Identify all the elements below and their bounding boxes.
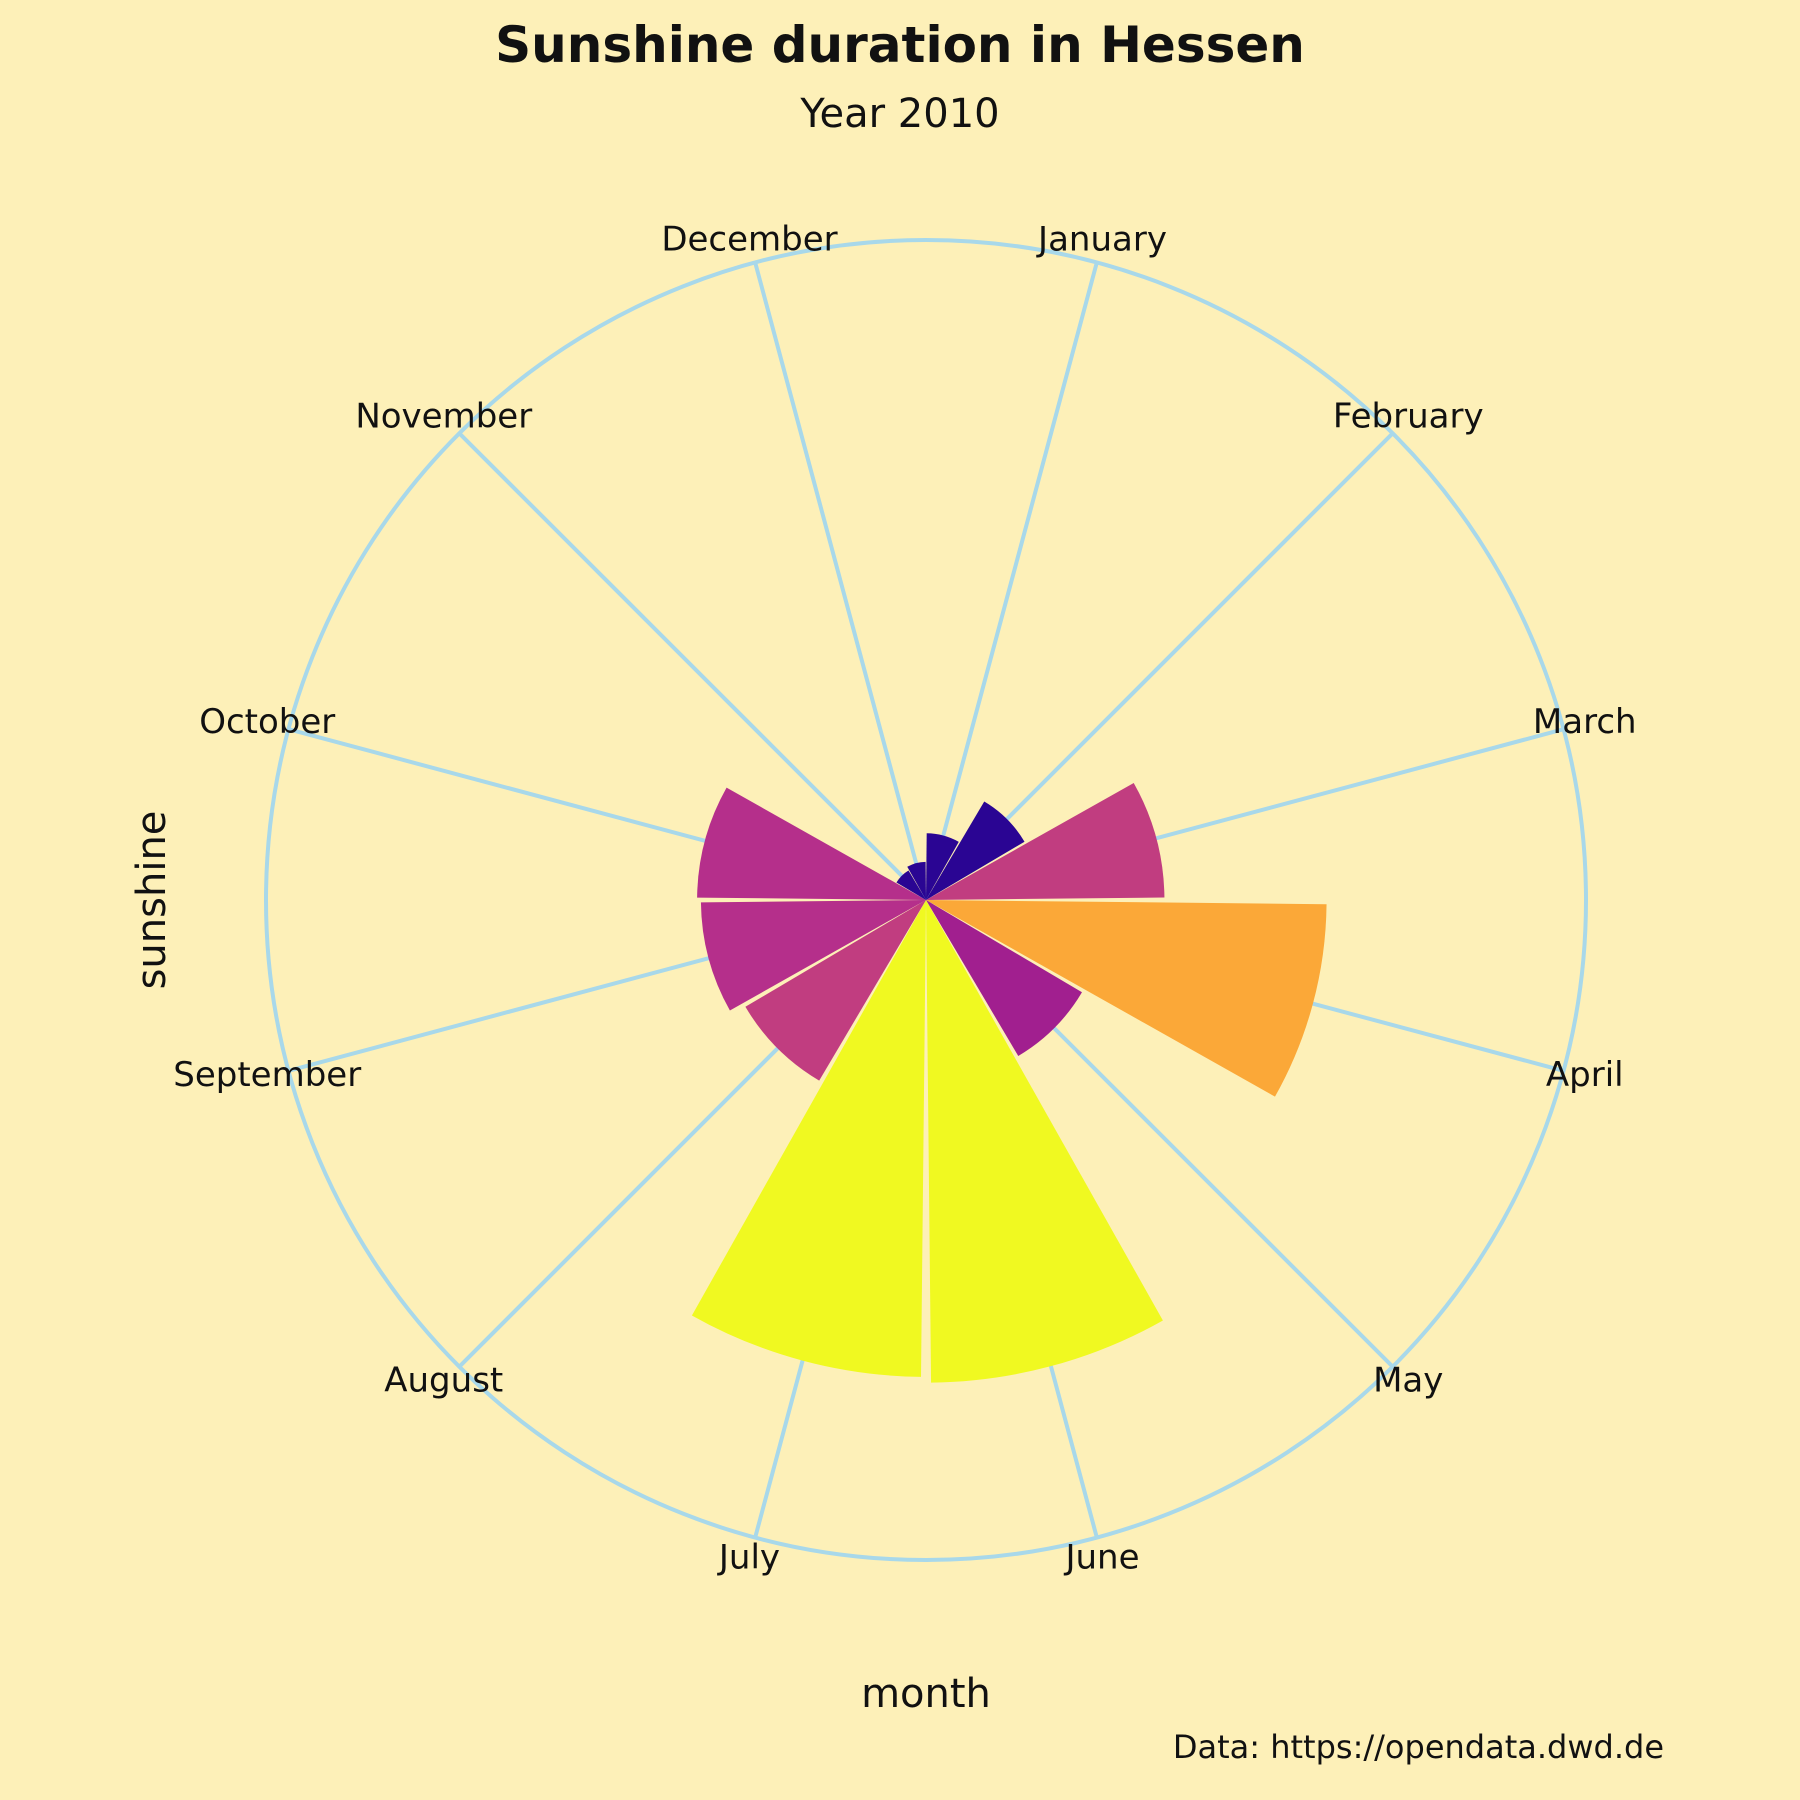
bar-february: [926, 801, 1025, 900]
tick-label-july: July: [717, 1537, 780, 1577]
bar-may: [926, 900, 1082, 1056]
bar-november: [896, 870, 926, 900]
tick-label-march: March: [1533, 702, 1637, 742]
tick-label-september: September: [173, 1055, 361, 1095]
x-axis-label: month: [861, 1671, 991, 1717]
chart-subtitle: Year 2010: [800, 91, 1000, 137]
bar-september: [700, 900, 926, 1011]
tick-label-april: April: [1546, 1055, 1624, 1095]
bar-august: [745, 900, 926, 1081]
bar-january: [926, 833, 959, 900]
radial-grid-line: [924, 261, 1099, 901]
tick-label-february: February: [1333, 396, 1484, 436]
bar-june: [926, 900, 1163, 1383]
outer-grid-circle: [264, 238, 1588, 1562]
bar-march: [926, 782, 1165, 900]
data-source-caption: Data: https://opendata.dwd.de: [1172, 1728, 1664, 1766]
tick-label-december: December: [661, 220, 837, 260]
tick-label-october: October: [199, 702, 335, 742]
bar-april: [926, 900, 1327, 1097]
chart-title: Sunshine duration in Hessen: [495, 16, 1305, 74]
radial-grid-line: [457, 431, 928, 902]
tick-label-november: November: [355, 396, 532, 436]
tick-label-june: June: [1063, 1537, 1139, 1577]
y-axis-label: sunshine: [129, 810, 175, 990]
tick-label-august: August: [384, 1361, 503, 1401]
month-tick-labels: January February March April May June July Augu…: [173, 220, 1636, 1578]
tick-label-january: January: [1036, 220, 1167, 260]
tick-label-may: May: [1373, 1361, 1443, 1401]
bar-december: [907, 861, 926, 900]
bar-july: [691, 900, 926, 1377]
bar-october: [697, 787, 926, 900]
bar-series: [691, 782, 1327, 1383]
radial-grid-line: [753, 261, 928, 901]
